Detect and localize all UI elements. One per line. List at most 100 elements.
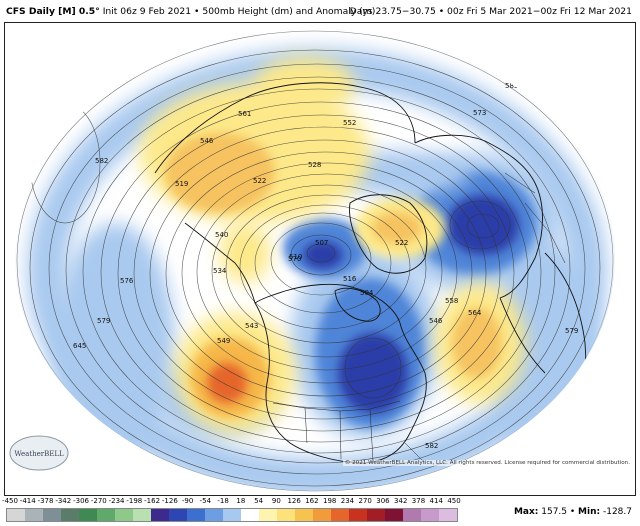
- colorbar-swatch: [115, 509, 133, 521]
- colorbar-tick-label: -18: [217, 497, 229, 505]
- max-value: 157.5: [541, 507, 568, 517]
- header-title: CFS Daily [M] 0.5° Init 06z 9 Feb 2021 •…: [6, 6, 376, 17]
- colorbar-tick-label: -450: [2, 497, 18, 505]
- colorbar-swatch: [439, 509, 457, 521]
- colorbar-tick-label: -126: [161, 497, 178, 505]
- contour-label: 552: [343, 119, 356, 127]
- colorbar-swatch: [295, 509, 313, 521]
- colorbar-swatch: [277, 509, 295, 521]
- colorbar-swatch: [205, 509, 223, 521]
- colorbar-swatch: [331, 509, 349, 521]
- anomaly-colorbar: -450 -414 -378 -342 -306 -270 -234 -198 -162 -126…: [2, 497, 461, 525]
- colorbar-tick-label: 18: [236, 497, 246, 505]
- colorbar-tick-label: 126: [287, 497, 301, 505]
- colorbar-tick-label: 378: [411, 497, 426, 505]
- logo-text: WeatherBELL: [14, 450, 64, 458]
- political-borders: [272, 172, 566, 464]
- colorbar-swatch: [385, 509, 403, 521]
- map-header: CFS Daily [M] 0.5° Init 06z 9 Feb 2021 •…: [0, 0, 640, 22]
- colorbar-swatch: [349, 509, 367, 521]
- colorbar-swatch: [241, 509, 259, 521]
- colorbar-tick-label: -162: [144, 497, 161, 505]
- colorbar-tick-label: -198: [126, 497, 143, 505]
- contour-label: 549: [217, 337, 230, 345]
- max-min-readout: Max: 157.5 • Min: -128.7: [513, 507, 632, 517]
- field-name: 500mb Height (dm) and Anomaly (m): [202, 6, 376, 17]
- contour-label: 564: [468, 309, 482, 317]
- colorbar-swatch: [421, 509, 439, 521]
- contour-label: 528: [308, 161, 321, 169]
- contour-label: 561: [238, 110, 251, 118]
- colorbar-swatch: [25, 509, 43, 521]
- contour-label: 573: [473, 109, 486, 117]
- contour-label: 534: [213, 267, 227, 275]
- colorbar-tick-label: 198: [322, 497, 337, 505]
- colorbar-swatch: [259, 509, 277, 521]
- contour-label: 507: [315, 239, 328, 247]
- colorbar-swatch: [169, 509, 187, 521]
- contour-label: 546: [200, 137, 214, 145]
- copyright-notice: © 2021 WeatherBELL Analytics, LLC. All r…: [342, 460, 632, 466]
- colorbar-tick-label: 234: [340, 497, 355, 505]
- contour-label: 540: [215, 231, 228, 239]
- colorbar-swatch: [313, 509, 331, 521]
- init-time: Init 06z 9 Feb 2021: [102, 6, 192, 17]
- colorbar-swatch: [133, 509, 151, 521]
- colorbar-tick-label: 90: [271, 497, 281, 505]
- colorbar-tick-label: 306: [376, 497, 390, 505]
- height-contours: [29, 49, 601, 487]
- contour-label: 543: [245, 322, 258, 330]
- contour-label: 582: [95, 157, 108, 165]
- contour-label: 510: [289, 253, 302, 261]
- colorbar-tick-label: 450: [447, 497, 461, 505]
- contour-label: 558: [445, 297, 458, 305]
- colorbar-swatch: [79, 509, 97, 521]
- contour-label: 522: [253, 177, 266, 185]
- min-label: Min:: [578, 507, 601, 517]
- colorbar-tick-label: -378: [37, 497, 54, 505]
- map-panel[interactable]: 585 582 561 552 546 528 522 519 534 540 …: [4, 22, 636, 496]
- contour-label: 516: [343, 275, 357, 283]
- contour-label: 579: [565, 327, 578, 335]
- colorbar-tick-label: 414: [429, 497, 443, 505]
- colorbar-tick-label: -306: [73, 497, 89, 505]
- max-label: Max:: [513, 507, 539, 517]
- colorbar-tick-label: -342: [55, 497, 72, 505]
- weatherbell-logo: WeatherBELL: [8, 433, 70, 473]
- colorbar-tick-label: 54: [254, 497, 264, 505]
- positive-anomaly-shading: [140, 57, 525, 433]
- colorbar-swatch: [223, 509, 241, 521]
- colorbar-swatch: [7, 509, 25, 521]
- contour-label: 579: [97, 317, 110, 325]
- contour-label: 522: [395, 239, 408, 247]
- colorbar-swatch: [43, 509, 61, 521]
- colorbar-swatches: [6, 508, 458, 522]
- colorbar-tick-label: -414: [19, 497, 36, 505]
- min-value: -128.7: [602, 507, 632, 517]
- colorbar-ticks: -450 -414 -378 -342 -306 -270 -234 -198 -162 -126…: [2, 497, 461, 507]
- colorbar-swatch: [61, 509, 79, 521]
- colorbar-swatch: [403, 509, 421, 521]
- contour-label: 645: [73, 342, 86, 350]
- contour-labels: 585 582 561 552 546 528 522 519 534 540 …: [33, 82, 578, 450]
- valid-period: Days 23.75−30.75 • 00z Fri 5 Mar 2021−00…: [349, 6, 632, 17]
- negative-anomaly-shading: [27, 48, 607, 491]
- colorbar-tick-label: -90: [181, 497, 194, 505]
- contour-label: 576: [120, 277, 134, 285]
- colorbar-tick-label: 162: [305, 497, 319, 505]
- contour-label: 546: [429, 317, 443, 325]
- colorbar-tick-label: 342: [394, 497, 408, 505]
- colorbar-tick-label: -54: [199, 497, 212, 505]
- contour-label: 582: [425, 442, 438, 450]
- colorbar-tick-label: -270: [90, 497, 107, 505]
- colorbar-tick-label: 270: [358, 497, 372, 505]
- colorbar-swatch: [151, 509, 169, 521]
- contour-label: 504: [360, 289, 374, 297]
- colorbar-swatch: [97, 509, 115, 521]
- colorbar-swatch: [187, 509, 205, 521]
- model-name: CFS Daily [M] 0.5°: [6, 6, 100, 17]
- contour-label: 585: [505, 82, 518, 90]
- contour-label: 570: [288, 255, 301, 263]
- colorbar-tick-label: -234: [108, 497, 125, 505]
- colorbar-swatch: [367, 509, 385, 521]
